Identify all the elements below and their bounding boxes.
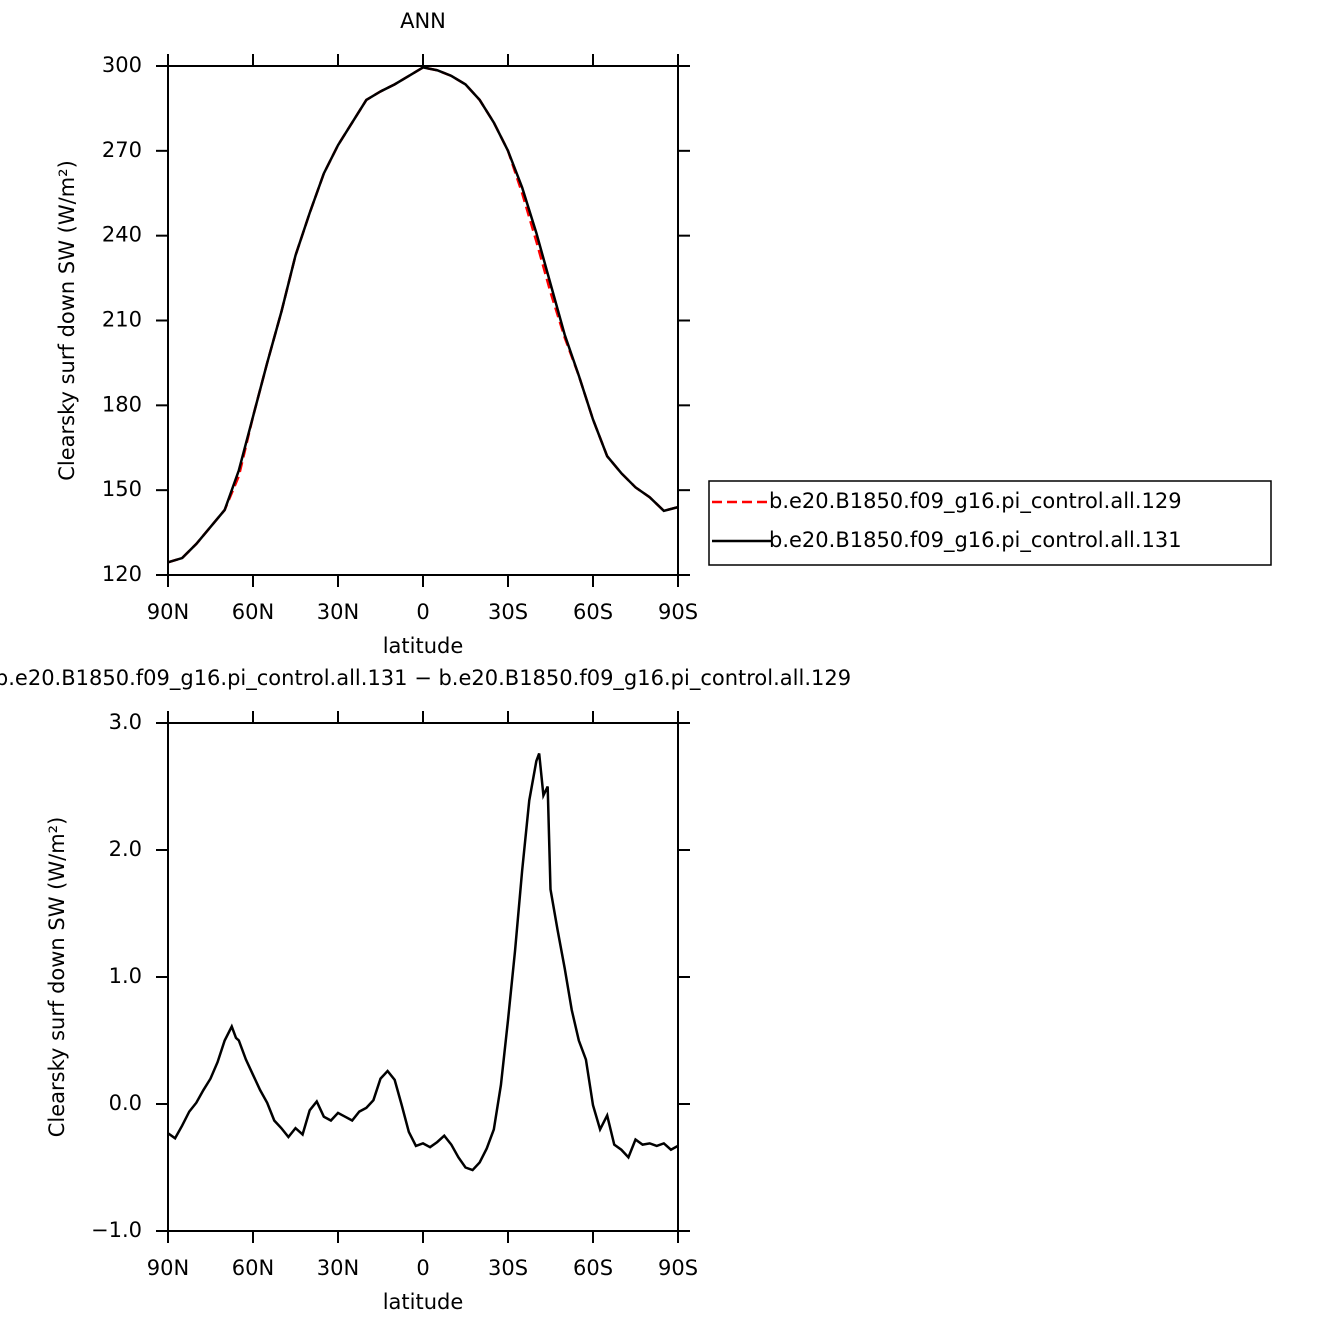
x-tick-label: 30S bbox=[488, 1256, 528, 1280]
x-tick-label: 30S bbox=[488, 600, 528, 624]
x-tick-label: 60S bbox=[573, 1256, 613, 1280]
plot-frame bbox=[167, 722, 679, 1232]
x-tick-label: 0 bbox=[416, 1256, 429, 1280]
chart-title: b.e20.B1850.f09_g16.pi_control.all.131 −… bbox=[0, 666, 851, 691]
legend-box bbox=[708, 480, 1272, 566]
x-tick-label: 90S bbox=[658, 1256, 698, 1280]
y-tick-label: 150 bbox=[102, 477, 142, 501]
y-tick-label: 300 bbox=[102, 53, 142, 77]
x-tick-label: 0 bbox=[416, 600, 429, 624]
x-axis-label: latitude bbox=[383, 634, 464, 658]
x-tick-label: 90S bbox=[658, 600, 698, 624]
y-tick-label: 210 bbox=[102, 308, 142, 332]
series-line bbox=[167, 66, 679, 564]
y-tick-label: 240 bbox=[102, 223, 142, 247]
y-tick-label: −1.0 bbox=[91, 1218, 142, 1242]
y-axis-label: Clearsky surf down SW (W/m²) bbox=[45, 817, 69, 1138]
series-line bbox=[167, 753, 679, 1172]
y-tick-label: 1.0 bbox=[109, 964, 142, 988]
y-tick-label: 120 bbox=[102, 562, 142, 586]
legend-label: b.e20.B1850.f09_g16.pi_control.all.129 bbox=[769, 489, 1182, 514]
y-axis-label: Clearsky surf down SW (W/m²) bbox=[55, 160, 79, 481]
x-tick-label: 60N bbox=[232, 600, 274, 624]
y-tick-label: 2.0 bbox=[109, 837, 142, 861]
x-tick-label: 60S bbox=[573, 600, 613, 624]
y-tick-label: 0.0 bbox=[109, 1091, 142, 1115]
x-tick-label: 30N bbox=[317, 1256, 359, 1280]
series-line bbox=[167, 66, 679, 564]
plot-frame bbox=[167, 65, 679, 576]
chart-title: ANN bbox=[400, 9, 446, 33]
y-tick-label: 270 bbox=[102, 138, 142, 162]
legend-label: b.e20.B1850.f09_g16.pi_control.all.131 bbox=[769, 528, 1182, 553]
y-tick-label: 180 bbox=[102, 392, 142, 416]
x-axis-label: latitude bbox=[383, 1290, 464, 1314]
x-tick-label: 30N bbox=[317, 600, 359, 624]
y-tick-label: 3.0 bbox=[109, 710, 142, 734]
x-tick-label: 60N bbox=[232, 1256, 274, 1280]
x-tick-label: 90N bbox=[147, 600, 189, 624]
x-tick-label: 90N bbox=[147, 1256, 189, 1280]
